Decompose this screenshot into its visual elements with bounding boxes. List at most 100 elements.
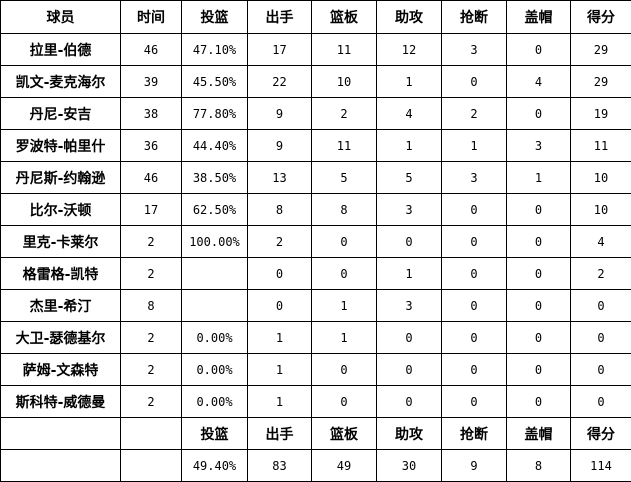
fga-cell: 2 — [248, 226, 312, 258]
blocks-cell: 0 — [507, 290, 571, 322]
steals-cell: 0 — [442, 66, 507, 98]
points-cell: 得分 — [571, 1, 631, 34]
minutes-cell: 17 — [121, 194, 182, 226]
fg-pct-cell: 100.00% — [182, 226, 248, 258]
fg-pct-cell: 0.00% — [182, 322, 248, 354]
points-cell: 114 — [571, 450, 631, 482]
steals-cell: 3 — [442, 34, 507, 66]
minutes-cell: 46 — [121, 162, 182, 194]
rebounds-cell: 11 — [312, 34, 377, 66]
blocks-cell: 0 — [507, 98, 571, 130]
fg-pct-cell: 47.10% — [182, 34, 248, 66]
points-cell: 19 — [571, 98, 631, 130]
points-cell: 0 — [571, 290, 631, 322]
points-cell: 0 — [571, 322, 631, 354]
rebounds-cell: 篮板 — [312, 1, 377, 34]
assists-cell: 0 — [377, 322, 442, 354]
fga-cell: 1 — [248, 354, 312, 386]
fga-cell: 出手 — [248, 1, 312, 34]
steals-cell: 0 — [442, 386, 507, 418]
fga-cell: 1 — [248, 322, 312, 354]
assists-cell: 3 — [377, 290, 442, 322]
fga-cell: 1 — [248, 386, 312, 418]
blocks-cell: 盖帽 — [507, 1, 571, 34]
fga-cell: 9 — [248, 98, 312, 130]
assists-cell: 30 — [377, 450, 442, 482]
minutes-cell: 时间 — [121, 1, 182, 34]
rebounds-cell: 1 — [312, 290, 377, 322]
assists-cell: 3 — [377, 194, 442, 226]
steals-cell: 0 — [442, 258, 507, 290]
rebounds-cell: 11 — [312, 130, 377, 162]
blocks-cell: 3 — [507, 130, 571, 162]
header-row: 球员时间投篮出手篮板助攻抢断盖帽得分 — [1, 1, 631, 34]
player-cell: 斯科特-威德曼 — [1, 386, 121, 418]
fga-cell: 8 — [248, 194, 312, 226]
fga-cell: 出手 — [248, 418, 312, 450]
minutes-cell: 39 — [121, 66, 182, 98]
fg-pct-cell: 45.50% — [182, 66, 248, 98]
blocks-cell: 8 — [507, 450, 571, 482]
blocks-cell: 0 — [507, 386, 571, 418]
blocks-cell: 1 — [507, 162, 571, 194]
assists-cell: 4 — [377, 98, 442, 130]
points-cell: 0 — [571, 386, 631, 418]
fg-pct-cell: 0.00% — [182, 386, 248, 418]
steals-cell: 0 — [442, 354, 507, 386]
player-cell: 球员 — [1, 1, 121, 34]
minutes-cell: 8 — [121, 290, 182, 322]
player-cell — [1, 450, 121, 482]
fg-pct-cell: 77.80% — [182, 98, 248, 130]
rebounds-cell: 2 — [312, 98, 377, 130]
rebounds-cell: 10 — [312, 66, 377, 98]
assists-cell: 0 — [377, 354, 442, 386]
fg-pct-cell: 投篮 — [182, 1, 248, 34]
player-cell: 大卫-瑟德基尔 — [1, 322, 121, 354]
assists-cell: 1 — [377, 130, 442, 162]
assists-cell: 5 — [377, 162, 442, 194]
minutes-cell: 38 — [121, 98, 182, 130]
player-cell: 丹尼-安吉 — [1, 98, 121, 130]
assists-cell: 12 — [377, 34, 442, 66]
steals-cell: 9 — [442, 450, 507, 482]
minutes-cell — [121, 450, 182, 482]
fg-pct-cell — [182, 290, 248, 322]
fga-cell: 0 — [248, 258, 312, 290]
minutes-cell: 2 — [121, 258, 182, 290]
minutes-cell: 2 — [121, 226, 182, 258]
fg-pct-cell: 44.40% — [182, 130, 248, 162]
points-cell: 0 — [571, 354, 631, 386]
steals-cell: 0 — [442, 290, 507, 322]
blocks-cell: 0 — [507, 34, 571, 66]
rebounds-cell: 1 — [312, 322, 377, 354]
minutes-cell: 2 — [121, 354, 182, 386]
player-cell: 罗波特-帕里什 — [1, 130, 121, 162]
minutes-cell — [121, 418, 182, 450]
player-cell: 杰里-希汀 — [1, 290, 121, 322]
steals-cell: 抢断 — [442, 1, 507, 34]
assists-cell: 1 — [377, 258, 442, 290]
rebounds-cell: 5 — [312, 162, 377, 194]
fg-pct-cell: 62.50% — [182, 194, 248, 226]
fg-pct-cell: 投篮 — [182, 418, 248, 450]
fga-cell: 17 — [248, 34, 312, 66]
minutes-cell: 36 — [121, 130, 182, 162]
fg-pct-cell — [182, 258, 248, 290]
assists-cell: 1 — [377, 66, 442, 98]
player-cell: 丹尼斯-约翰逊 — [1, 162, 121, 194]
steals-cell: 0 — [442, 322, 507, 354]
fga-cell: 22 — [248, 66, 312, 98]
steals-cell: 2 — [442, 98, 507, 130]
player-cell: 格雷格-凯特 — [1, 258, 121, 290]
assists-cell: 助攻 — [377, 1, 442, 34]
fga-cell: 83 — [248, 450, 312, 482]
points-cell: 11 — [571, 130, 631, 162]
